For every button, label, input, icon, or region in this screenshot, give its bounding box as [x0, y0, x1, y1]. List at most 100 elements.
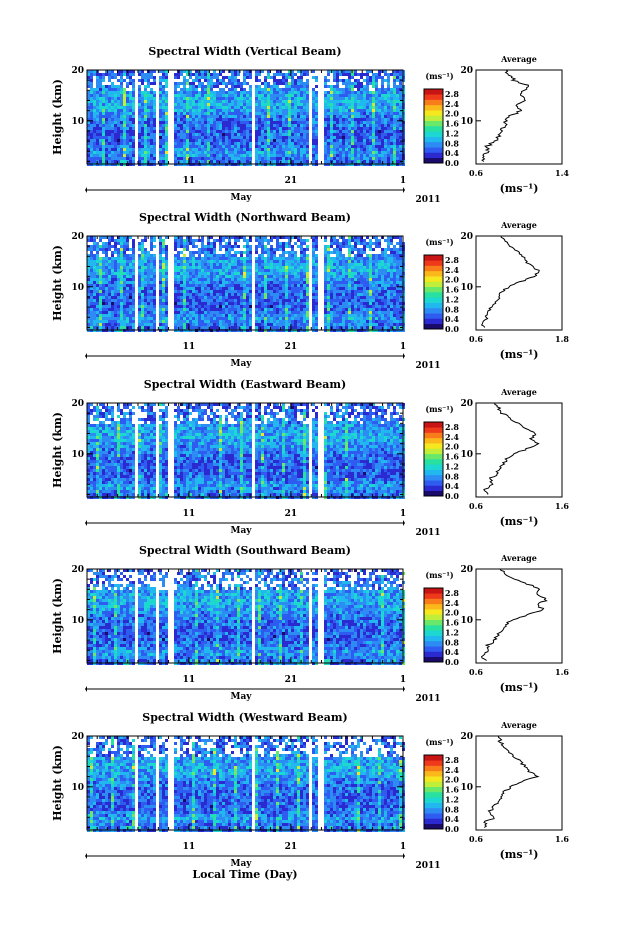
y-tick-label: 20 [71, 399, 84, 409]
colorbar-segment [424, 265, 443, 272]
colorbar-tick-label: 2.4 [445, 598, 459, 608]
profile-y-tick-label: 10 [460, 117, 473, 127]
colorbar-tick-label: 2.4 [445, 765, 459, 775]
x-tick-label: 11 [183, 509, 196, 519]
colorbar-tick-label: 2.0 [445, 275, 459, 285]
profile-x-tick-label: 0.6 [469, 501, 483, 511]
colorbar-tick-label: 0.8 [445, 471, 459, 481]
panel-title: Spectral Width (Vertical Beam) [148, 45, 341, 58]
profile-title: Average [500, 54, 537, 64]
colorbar-segment [424, 485, 443, 492]
profile-line [483, 402, 540, 495]
colorbar-tick-label: 2.8 [445, 755, 459, 765]
colorbar-segment [424, 432, 443, 439]
colorbar-frame [423, 88, 444, 164]
colorbar-tick-label: 2.8 [445, 255, 459, 265]
colorbar-segment [424, 656, 443, 663]
colorbar-segment [424, 823, 443, 830]
colorbar-tick-label: 0.4 [445, 814, 459, 824]
colorbar-tick-label: 1.6 [445, 119, 459, 129]
colorbar-tick-label: 2.8 [445, 89, 459, 99]
colorbar-segment [424, 630, 443, 636]
profile-x-label: (ms⁻¹) [500, 515, 539, 528]
month-axis-arrow [403, 520, 405, 526]
month-axis-arrow [85, 686, 87, 692]
colorbar-frame [423, 587, 444, 663]
panel-1: Spectral Width (Northward Beam) 11 21 1 10 20… [51, 211, 569, 371]
panel-title: Spectral Width (Westward Beam) [142, 711, 347, 724]
year-label: 2011 [415, 861, 440, 871]
profile-y-tick-label: 10 [460, 783, 473, 793]
profile-x-tick-label: 1.6 [555, 834, 569, 844]
colorbar-segment [424, 635, 443, 642]
profile-y-tick-label: 20 [460, 66, 473, 76]
panel-2: Spectral Width (Eastward Beam) 11 21 1 10 20 H… [51, 378, 569, 538]
colorbar-tick-label: 0.8 [445, 804, 459, 814]
colorbar-tick-label: 0.4 [445, 314, 459, 324]
colorbar-segment [424, 770, 443, 777]
colorbar-tick-label: 2.8 [445, 588, 459, 598]
colorbar-segment [424, 302, 443, 309]
colorbar-segment [424, 427, 443, 433]
heatmap [87, 236, 405, 332]
colorbar-segment [424, 313, 443, 319]
profile-frame [475, 568, 563, 664]
colorbar-tick-label: 2.8 [445, 422, 459, 432]
month-label: May [230, 859, 252, 869]
colorbar-segment [424, 292, 443, 298]
profile-y-tick-label: 20 [460, 232, 473, 242]
colorbar-unit: (ms⁻¹) [425, 737, 453, 747]
colorbar-segment [424, 760, 443, 766]
colorbar-tick-label: 0.0 [445, 324, 459, 334]
colorbar-segment [424, 459, 443, 465]
colorbar-segment [424, 453, 443, 460]
colorbar-segment [424, 640, 443, 647]
colorbar-segment [424, 792, 443, 798]
colorbar-tick-label: 0.8 [445, 138, 459, 148]
colorbar-segment [424, 609, 443, 615]
profile-y-tick-label: 20 [460, 565, 473, 575]
colorbar-segment [424, 646, 443, 652]
colorbar-segment [424, 818, 443, 825]
month-label: May [230, 692, 252, 702]
month-label: May [230, 193, 252, 203]
profile-title: Average [500, 553, 537, 563]
colorbar-segment [424, 614, 443, 621]
colorbar-segment [424, 490, 443, 497]
colorbar-tick-label: 2.0 [445, 109, 459, 119]
month-axis-arrow [403, 187, 405, 193]
colorbar-segment [424, 776, 443, 782]
x-tick-label: 11 [183, 842, 196, 852]
profile-line [483, 735, 540, 828]
colorbar-tick-label: 0.8 [445, 637, 459, 647]
colorbar-frame [423, 254, 444, 330]
colorbar-segment [424, 765, 443, 772]
colorbar-tick-label: 1.2 [445, 294, 459, 304]
colorbar-tick-label: 0.4 [445, 481, 459, 491]
colorbar-tick-label: 1.2 [445, 627, 459, 637]
heatmap [87, 736, 405, 832]
colorbar-segment [424, 625, 443, 631]
colorbar-segment [424, 651, 443, 658]
x-tick-label: 21 [285, 675, 298, 685]
x-tick-label: 1 [400, 342, 406, 352]
colorbar-segment [424, 781, 443, 788]
x-tick-label: 1 [400, 842, 406, 852]
colorbar-tick-label: 1.2 [445, 128, 459, 138]
colorbar-segment [424, 588, 443, 594]
colorbar-tick-label: 2.0 [445, 775, 459, 785]
plot-frame [86, 568, 404, 664]
x-tick-label: 21 [285, 342, 298, 352]
colorbar-tick-label: 1.6 [445, 618, 459, 628]
colorbar-segment [424, 598, 443, 605]
colorbar-tick-label: 2.0 [445, 442, 459, 452]
profile-x-tick-label: 0.6 [469, 667, 483, 677]
plot-frame [86, 402, 404, 498]
colorbar-segment [424, 115, 443, 122]
colorbar-segment [424, 120, 443, 127]
colorbar-segment [424, 603, 443, 610]
month-axis-arrow [85, 520, 87, 526]
colorbar-tick-label: 1.2 [445, 794, 459, 804]
colorbar-segment [424, 110, 443, 116]
